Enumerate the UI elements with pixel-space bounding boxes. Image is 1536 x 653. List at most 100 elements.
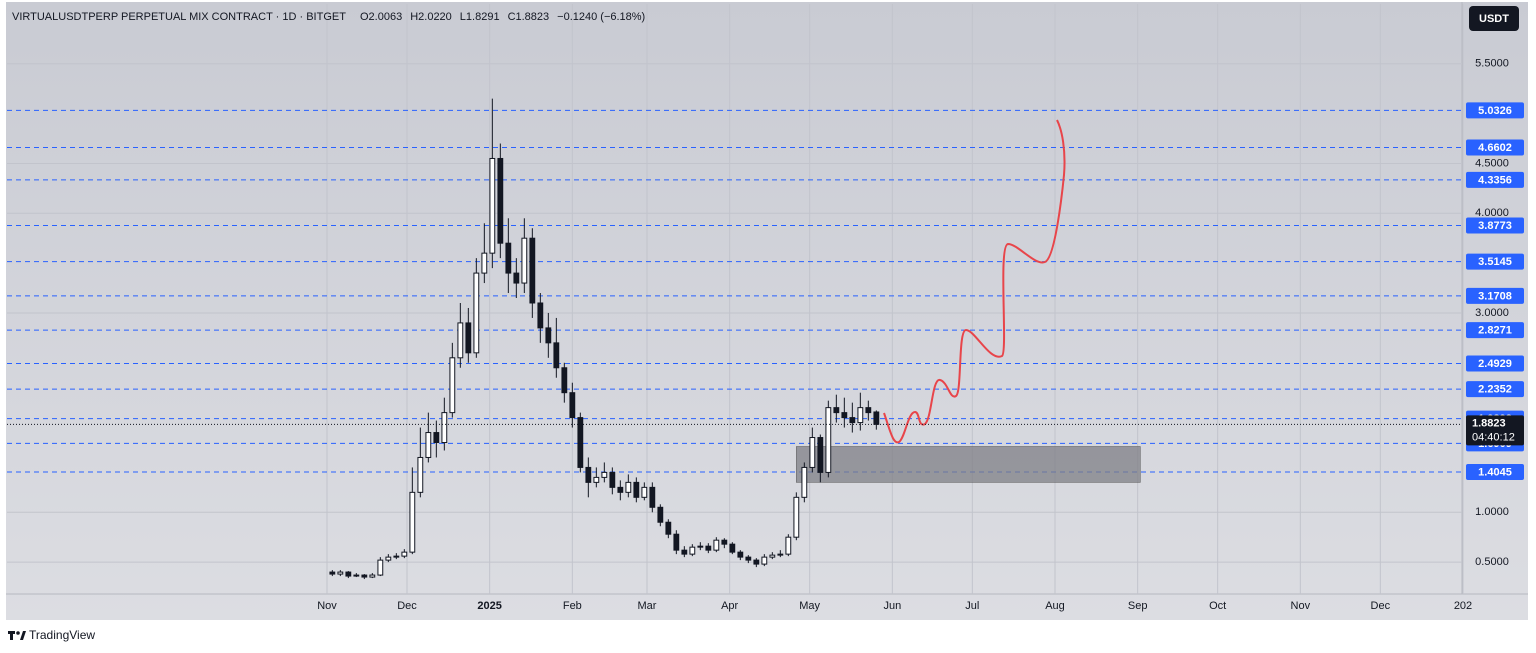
candle-body — [865, 407, 872, 414]
level-label: 2.8271 — [1478, 325, 1512, 337]
grid — [7, 4, 1464, 594]
x-tick-label: Nov — [1291, 600, 1311, 612]
change-value: −0.1240 (−6.18%) — [557, 11, 645, 23]
candle-body — [345, 571, 352, 577]
candle-body — [385, 556, 392, 561]
candle-body — [497, 157, 504, 244]
candle-body — [697, 545, 704, 548]
x-tick-label: Apr — [721, 600, 738, 612]
candle-body — [401, 551, 408, 557]
ohlc-value: L1.8291 — [460, 11, 500, 23]
candle-body — [665, 521, 672, 535]
candle-body — [393, 555, 400, 558]
logo-mark — [10, 631, 13, 640]
logo-mark — [20, 631, 26, 640]
logo-mark — [16, 631, 20, 635]
candle-body — [785, 536, 792, 555]
logo — [8, 631, 26, 640]
candle-body — [777, 553, 784, 556]
level-label: 4.3356 — [1478, 174, 1512, 186]
candle-body — [873, 411, 880, 425]
candle-body — [753, 559, 760, 565]
y-tick-label: 0.5000 — [1475, 556, 1509, 568]
candle-body — [521, 237, 528, 284]
candle-body — [481, 252, 488, 274]
last-price-label: 1.8823 — [1472, 417, 1506, 429]
candle-body — [449, 357, 456, 414]
candle-body — [825, 407, 832, 473]
candle-body — [729, 543, 736, 553]
currency-label[interactable]: USDT — [1479, 13, 1509, 25]
candle-body — [841, 412, 848, 419]
candle-body — [513, 272, 520, 284]
candle-body — [441, 412, 448, 444]
candle-body — [809, 437, 816, 468]
candle-body — [689, 546, 696, 555]
x-tick-label: Nov — [317, 600, 337, 612]
level-label: 1.4045 — [1478, 466, 1512, 478]
candle-body — [801, 466, 808, 498]
level-label-box — [1466, 253, 1524, 270]
candle-body — [601, 471, 608, 478]
last-price-box — [1466, 415, 1524, 446]
x-tick-label: Sep — [1128, 600, 1148, 612]
candle-body — [833, 407, 840, 414]
candle-body — [633, 481, 640, 498]
candle-body — [465, 322, 472, 354]
candle-body — [353, 574, 360, 577]
currency-button[interactable] — [1469, 6, 1519, 31]
candle-body — [657, 506, 664, 523]
candle-body — [569, 392, 576, 419]
level-label-box — [1466, 287, 1524, 304]
candle-body — [417, 456, 424, 493]
candle-body — [745, 556, 752, 561]
candle-body — [713, 539, 720, 551]
level-label: 5.0326 — [1478, 105, 1512, 117]
symbol-title: VIRTUALUSDTPERP PERPETUAL MIX CONTRACT ·… — [12, 11, 346, 23]
x-tick-label: Feb — [563, 600, 582, 612]
candle-body — [721, 539, 728, 545]
level-label: 3.8773 — [1478, 220, 1512, 232]
ohlc-value: H2.0220 — [410, 11, 452, 23]
candle-body — [553, 342, 560, 369]
candle-body — [425, 432, 432, 458]
axes: 0.5000 1.0000 3.0000 4.0000 4.5000 5.5000 Nov D… — [7, 58, 1524, 612]
candles — [329, 98, 880, 580]
zone — [796, 446, 1141, 483]
candle-body — [705, 545, 712, 551]
candle-body — [577, 417, 584, 468]
zone-box — [796, 446, 1141, 483]
level-label-box — [1466, 322, 1524, 339]
x-tick-label: Mar — [638, 600, 657, 612]
x-tick-label: May — [799, 600, 820, 612]
candle-body — [369, 574, 376, 578]
candle-body — [377, 559, 384, 576]
x-tick-label: Jun — [883, 600, 901, 612]
level-label: 4.6602 — [1478, 142, 1512, 154]
y-tick-label: 1.0000 — [1475, 506, 1509, 518]
level-label-box — [1466, 171, 1524, 188]
candle-body — [505, 242, 512, 274]
candle-body — [793, 496, 800, 538]
candle-body — [817, 437, 824, 473]
footer-brand: TradingView — [29, 628, 95, 642]
candle-body — [561, 367, 568, 394]
candle-body — [529, 237, 536, 304]
levels: 5.0326 4.6602 4.3356 3.8773 3.5145 3.1708 2.82… — [7, 102, 1524, 480]
candle-body — [409, 491, 416, 553]
level-label: 2.4929 — [1478, 358, 1512, 370]
candle-body — [457, 322, 464, 359]
y-tick-label: 5.5000 — [1475, 58, 1509, 70]
candle-body — [585, 466, 592, 483]
x-tick-label: Jul — [965, 600, 979, 612]
candle-body — [673, 533, 680, 551]
candle-body — [617, 486, 624, 493]
candle-body — [761, 556, 768, 565]
candle-body — [433, 432, 440, 444]
ohlc-value: C1.8823 — [508, 11, 550, 23]
level-label-box — [1466, 463, 1524, 480]
x-tick-label: Dec — [397, 600, 417, 612]
candle-body — [857, 407, 864, 424]
